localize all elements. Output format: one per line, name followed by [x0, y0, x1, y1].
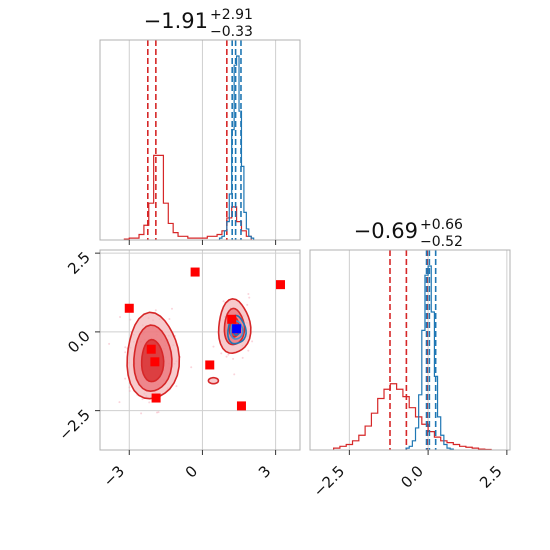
title-value: −0.69 — [354, 219, 418, 243]
title-value: −1.91 — [144, 9, 208, 33]
sample-point — [128, 389, 131, 392]
y-tick-label: −2.5 — [55, 406, 93, 444]
sample-point — [118, 401, 121, 404]
blue-contour-outer — [226, 314, 247, 345]
sample-point — [246, 303, 249, 306]
x-tick-label: 2.5 — [476, 462, 506, 492]
red-marker-8 — [236, 401, 246, 411]
x-tick-label: 3 — [255, 462, 274, 481]
histogram-series-0 — [333, 383, 492, 451]
axes-frame — [99, 39, 301, 241]
sample-point — [148, 401, 151, 404]
sample-point — [108, 342, 111, 345]
sample-point — [232, 357, 235, 360]
sample-point — [170, 307, 173, 310]
sample-point — [141, 398, 144, 401]
sample-point — [248, 296, 251, 299]
axes-frame — [99, 249, 301, 451]
red-marker-4 — [146, 344, 156, 354]
y-tick-label: 0.0 — [64, 327, 94, 357]
red-marker-0 — [124, 303, 134, 313]
red-marker-1 — [190, 267, 200, 277]
sample-point — [227, 353, 230, 356]
red-marker-7 — [151, 393, 161, 403]
panel-title: −0.69 +0.66−0.52 — [354, 217, 463, 250]
x-tick-label: −3 — [100, 462, 128, 490]
sample-point — [212, 345, 215, 348]
x-tick-label: −2.5 — [310, 462, 348, 500]
title-lower: −0.33 — [210, 24, 253, 40]
blue-marker-0 — [232, 324, 242, 334]
sample-point — [241, 356, 244, 359]
sample-point — [175, 385, 178, 388]
red-marker-2 — [275, 280, 285, 290]
sample-point — [220, 352, 223, 355]
title-upper: +2.91 — [210, 7, 253, 23]
histogram-series-1 — [218, 55, 255, 240]
sample-point — [247, 349, 250, 352]
sample-point — [222, 300, 225, 303]
sample-point — [124, 346, 127, 349]
sample-point — [157, 411, 160, 414]
title-upper: +0.66 — [420, 217, 463, 233]
red-marker-6 — [205, 360, 215, 370]
sample-point — [124, 351, 127, 354]
title-lower: −0.52 — [420, 234, 463, 250]
sample-point — [251, 340, 254, 343]
sample-point — [119, 316, 122, 319]
axes-frame — [309, 249, 511, 451]
x-tick-label: 0 — [182, 462, 201, 481]
sample-point — [140, 412, 143, 415]
sample-point — [154, 309, 157, 312]
sample-point — [225, 355, 228, 358]
top-left-histogram-panel: −1.91 +2.91−0.33 — [99, 7, 301, 245]
y-tick-label: 2.5 — [64, 248, 94, 278]
blue-contour-mid — [229, 320, 244, 340]
sample-point — [233, 373, 236, 376]
red-marker-3 — [227, 314, 237, 324]
sample-point — [247, 292, 250, 295]
red-marker-5 — [150, 357, 160, 367]
histogram-series-0 — [123, 154, 252, 240]
sample-point — [156, 411, 159, 414]
red-contour-small-blob — [207, 376, 220, 385]
panel-title: −1.91 +2.91−0.33 — [144, 7, 253, 40]
bottom-left-contour-panel: −3 0 3 2.5 0.0 −2.5 — [55, 248, 301, 490]
sample-point — [124, 377, 127, 380]
sample-point — [128, 386, 131, 389]
x-tick-label: 0.0 — [397, 462, 427, 492]
sample-point — [190, 366, 193, 369]
sample-point — [168, 317, 171, 320]
sample-point — [129, 318, 132, 321]
histogram-series-1 — [405, 265, 454, 450]
bottom-right-histogram-panel: −2.5 0.0 2.5 −0.69 +0.66−0.52 — [309, 217, 511, 501]
